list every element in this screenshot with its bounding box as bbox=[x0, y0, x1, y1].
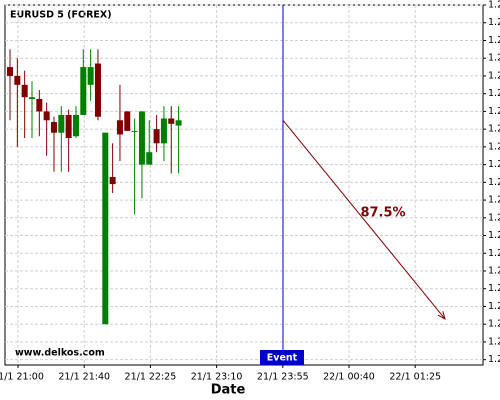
x-tick-label: 21/1 21:00 bbox=[0, 372, 44, 383]
candle-body bbox=[43, 111, 50, 121]
y-tick-label: 1.2161 bbox=[488, 212, 500, 223]
y-tick-label: 1.2154 bbox=[488, 336, 500, 347]
y-tick-label: 1.2167 bbox=[488, 106, 500, 117]
candle-body bbox=[102, 132, 109, 325]
y-tick-label: 1.2164 bbox=[488, 159, 500, 170]
forecast-label: 87.5% bbox=[360, 206, 405, 221]
y-tick-label: 1.2165 bbox=[488, 141, 500, 152]
y-tick-label: 1.2163 bbox=[488, 177, 500, 188]
event-label: Event bbox=[267, 353, 298, 364]
x-tick-label: 21/1 23:55 bbox=[257, 372, 309, 383]
candle-body bbox=[94, 63, 101, 117]
watermark: www.delkos.com bbox=[15, 348, 105, 359]
y-tick-label: 1.2153 bbox=[488, 354, 500, 365]
y-tick-label: 1.2160 bbox=[488, 230, 500, 241]
arrow-head bbox=[437, 311, 446, 320]
candle-body bbox=[124, 111, 131, 131]
y-tick-label: 1.2169 bbox=[488, 70, 500, 81]
chart-title: EURUSD 5 (FOREX) bbox=[10, 10, 112, 21]
candle-body bbox=[65, 114, 72, 139]
plot-area bbox=[4, 4, 484, 366]
event-box bbox=[260, 350, 304, 365]
candle-body bbox=[80, 67, 87, 115]
y-tick-label: 1.2162 bbox=[488, 195, 500, 206]
y-tick-label: 1.2168 bbox=[488, 88, 500, 99]
candle-body bbox=[87, 67, 94, 85]
candle-body bbox=[168, 118, 175, 124]
y-tick-label: 1.2173 bbox=[488, 0, 500, 11]
y-tick-label: 1.2157 bbox=[488, 283, 500, 294]
candle-body bbox=[116, 120, 123, 135]
y-tick-label: 1.2166 bbox=[488, 124, 500, 135]
candle-body bbox=[138, 111, 145, 165]
candle-body bbox=[58, 114, 65, 133]
y-tick-label: 1.2156 bbox=[488, 301, 500, 312]
candle-body bbox=[175, 120, 182, 126]
y-tick-label: 1.2171 bbox=[488, 35, 500, 46]
candle-body bbox=[72, 114, 79, 137]
candle-body bbox=[146, 152, 153, 165]
y-tick-label: 1.2159 bbox=[488, 248, 500, 259]
candle-body bbox=[7, 67, 13, 76]
candle-body bbox=[14, 75, 21, 85]
y-tick-label: 1.2158 bbox=[488, 266, 500, 277]
y-tick-label: 1.2172 bbox=[488, 17, 500, 28]
x-axis-label: Date bbox=[211, 383, 246, 398]
candle-body bbox=[21, 84, 28, 98]
x-tick-label: 21/1 23:10 bbox=[191, 372, 243, 383]
candle-body bbox=[36, 98, 43, 112]
forecast-arrow bbox=[282, 119, 446, 320]
candle-body bbox=[50, 122, 57, 133]
candle-body bbox=[28, 97, 35, 99]
candle-body bbox=[153, 129, 160, 144]
candle-body bbox=[131, 130, 138, 132]
x-tick-label: 21/1 22:25 bbox=[125, 372, 177, 383]
y-tick-label: 1.2155 bbox=[488, 319, 500, 330]
candle-body bbox=[160, 118, 167, 144]
x-tick-label: 21/1 21:40 bbox=[58, 372, 110, 383]
candle-body bbox=[109, 177, 116, 185]
y-tick-label: 1.2170 bbox=[488, 53, 500, 64]
x-tick-label: 22/1 01:25 bbox=[389, 372, 441, 383]
x-tick-label: 22/1 00:40 bbox=[323, 372, 375, 383]
